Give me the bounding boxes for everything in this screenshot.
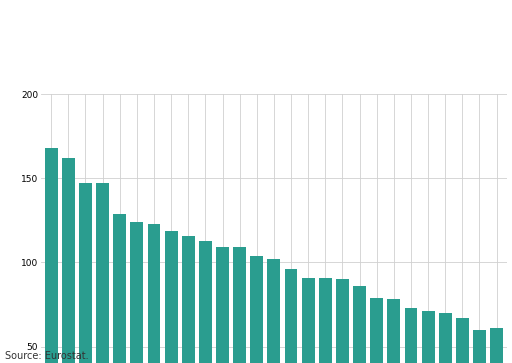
Bar [302,278,314,363]
Bar [490,328,503,363]
Bar [113,214,126,363]
Bar [216,247,229,363]
Bar [147,224,160,363]
Text: Source: Eurostat.: Source: Eurostat. [5,351,89,361]
Bar [233,247,246,363]
Bar [267,259,281,363]
Bar [439,313,452,363]
Bar [79,183,92,363]
Bar [388,299,400,363]
Bar [285,269,297,363]
Bar [165,231,178,363]
Bar [250,256,263,363]
Bar [336,279,349,363]
Bar [199,241,212,363]
Bar [404,308,417,363]
Bar [62,158,75,363]
Bar [131,222,143,363]
Bar [96,183,109,363]
Bar [473,330,486,363]
Bar [182,236,195,363]
Bar [422,311,435,363]
Bar [353,286,366,363]
Bar [319,278,332,363]
Bar [45,148,58,363]
Bar [370,298,383,363]
Bar [456,318,469,363]
